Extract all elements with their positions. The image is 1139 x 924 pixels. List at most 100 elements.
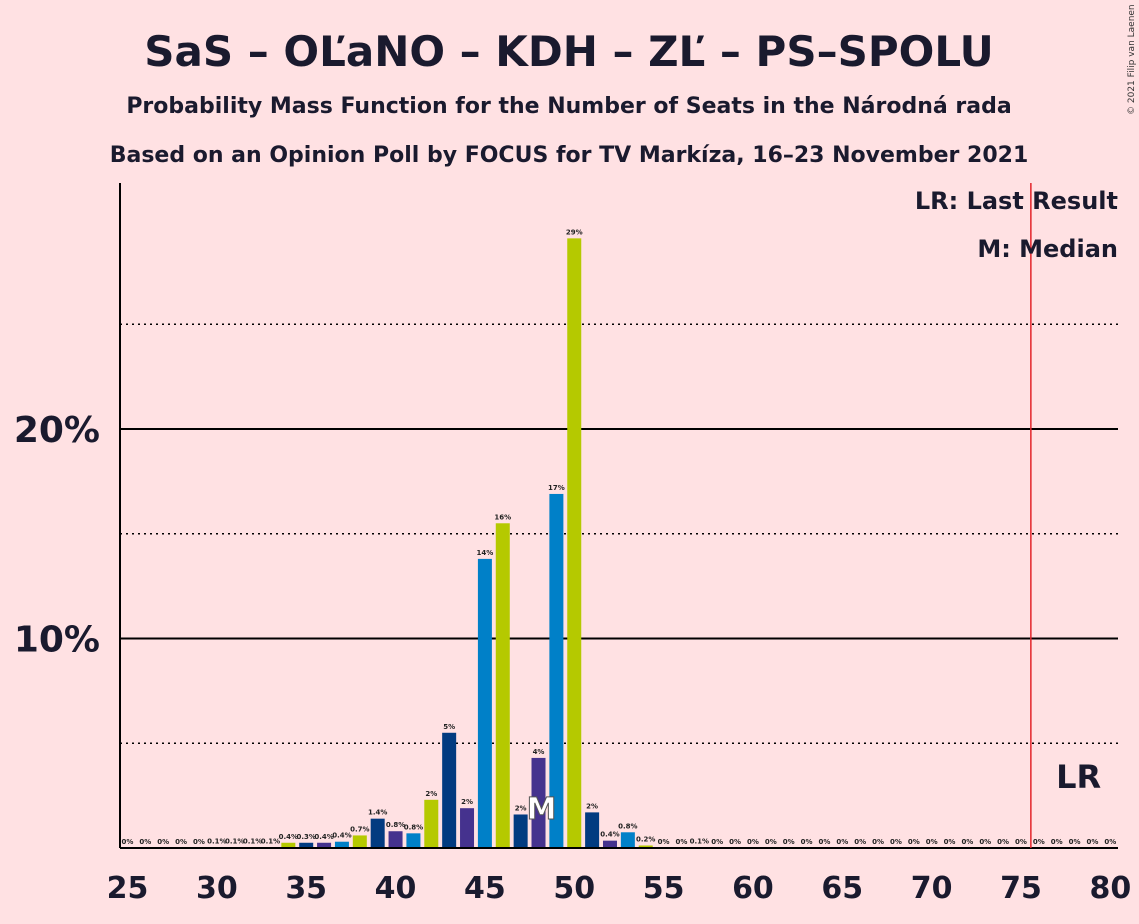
bar-35 xyxy=(299,842,314,848)
bar-label-78: 0% xyxy=(1069,838,1081,846)
x-tick-label-70: 70 xyxy=(911,871,953,906)
bar-label-40: 0.8% xyxy=(386,821,405,829)
bar-label-44: 2% xyxy=(461,798,473,806)
bar-label-47: 2% xyxy=(515,804,527,812)
bar-label-34: 0.4% xyxy=(279,833,298,841)
bar-label-59: 0% xyxy=(729,838,741,846)
bar-label-37: 0.4% xyxy=(332,832,351,840)
legend-median: M: Median xyxy=(977,235,1118,263)
last-result-marker: LR xyxy=(1056,758,1101,796)
x-tick-label-45: 45 xyxy=(464,871,506,906)
bar-label-27: 0% xyxy=(157,838,169,846)
bar-label-62: 0% xyxy=(783,838,795,846)
bar-37 xyxy=(334,841,349,848)
bar-54 xyxy=(638,845,653,848)
bar-49 xyxy=(549,493,564,848)
grid-lines: 10% 20% xyxy=(14,323,1118,744)
bar-label-41: 0.8% xyxy=(404,823,423,831)
x-tick-label-65: 65 xyxy=(821,871,863,906)
bar-48 xyxy=(531,757,546,848)
bar-label-25: 0% xyxy=(122,838,134,846)
bar-40 xyxy=(388,831,403,848)
bar-39 xyxy=(370,818,385,848)
bar-label-55: 0% xyxy=(658,838,670,846)
bar-label-66: 0% xyxy=(854,838,866,846)
bar-label-70: 0% xyxy=(926,838,938,846)
x-tick-label-60: 60 xyxy=(732,871,774,906)
x-tick-label-35: 35 xyxy=(285,871,327,906)
bar-label-64: 0% xyxy=(818,838,830,846)
median-marker: M xyxy=(527,792,557,827)
bar-value-labels: 0% 0% 0% 0% 0% 0.1%0.1%0.1%0.1%0.4%0.3%0.4%0.… xyxy=(122,228,1117,846)
bar-41 xyxy=(406,833,421,848)
axes: 25 30 35 40 45 50 55 60 65 70 75 80 xyxy=(107,183,1131,906)
bar-51 xyxy=(585,812,600,848)
bar-label-38: 0.7% xyxy=(350,825,369,833)
bar-label-60: 0% xyxy=(747,838,759,846)
bar-label-77: 0% xyxy=(1051,838,1063,846)
chart-title: SaS – OĽaNO – KDH – ZĽ – PS–SPOLU xyxy=(144,27,993,76)
bar-52 xyxy=(602,840,617,848)
chart-subtitle-2: Based on an Opinion Poll by FOCUS for TV… xyxy=(110,143,1029,168)
bar-46 xyxy=(495,523,510,848)
bar-label-33: 0.1% xyxy=(261,837,280,845)
bar-label-54: 0.2% xyxy=(636,835,655,843)
x-tick-label-30: 30 xyxy=(196,871,238,906)
bar-label-42: 2% xyxy=(425,790,437,798)
bar-label-45: 14% xyxy=(477,549,494,557)
bar-label-65: 0% xyxy=(836,838,848,846)
bar-label-57: 0.1% xyxy=(690,837,709,845)
bar-47 xyxy=(513,814,528,848)
bar-label-31: 0.1% xyxy=(225,837,244,845)
bar-label-49: 17% xyxy=(548,484,565,492)
x-tick-label-80: 80 xyxy=(1089,871,1131,906)
bar-label-32: 0.1% xyxy=(243,837,262,845)
bar-34 xyxy=(281,842,296,848)
bar-label-71: 0% xyxy=(944,838,956,846)
bar-label-26: 0% xyxy=(139,838,151,846)
copyright-notice: © 2021 Filip van Laenen xyxy=(1127,4,1137,115)
y-tick-label: 10% xyxy=(14,620,100,661)
bar-label-73: 0% xyxy=(979,838,991,846)
bar-label-39: 1.4% xyxy=(368,809,387,817)
bar-label-36: 0.4% xyxy=(314,833,333,841)
bar-36 xyxy=(317,842,332,848)
bar-label-61: 0% xyxy=(765,838,777,846)
bar-series xyxy=(209,238,707,849)
x-tick-label-40: 40 xyxy=(375,871,417,906)
x-tick-label-25: 25 xyxy=(107,871,149,906)
bar-42 xyxy=(424,799,439,848)
bar-label-80: 0% xyxy=(1104,838,1116,846)
bar-label-67: 0% xyxy=(872,838,884,846)
bar-label-72: 0% xyxy=(961,838,973,846)
bar-label-30: 0.1% xyxy=(207,837,226,845)
bar-label-79: 0% xyxy=(1087,838,1099,846)
x-tick-label-75: 75 xyxy=(1000,871,1042,906)
legend-last-result: LR: Last Result xyxy=(915,187,1118,215)
bar-38 xyxy=(352,835,367,848)
bar-label-74: 0% xyxy=(997,838,1009,846)
bar-label-76: 0% xyxy=(1033,838,1045,846)
bar-label-53: 0.8% xyxy=(618,822,637,830)
bar-53 xyxy=(620,832,635,848)
y-tick-label: 20% xyxy=(14,410,100,451)
x-tick-label-50: 50 xyxy=(553,871,595,906)
bar-label-58: 0% xyxy=(711,838,723,846)
bar-label-46: 16% xyxy=(494,513,511,521)
bar-label-69: 0% xyxy=(908,838,920,846)
bar-43 xyxy=(442,732,457,848)
bar-label-52: 0.4% xyxy=(600,831,619,839)
chart-subtitle-1: Probability Mass Function for the Number… xyxy=(126,94,1011,119)
bar-50 xyxy=(567,238,582,849)
bar-label-75: 0% xyxy=(1015,838,1027,846)
markers: LR M xyxy=(526,183,1101,848)
bar-44 xyxy=(460,808,475,848)
bar-label-43: 5% xyxy=(443,723,455,731)
bar-label-56: 0% xyxy=(676,838,688,846)
bar-label-28: 0% xyxy=(175,838,187,846)
bar-label-50: 29% xyxy=(566,228,583,236)
bar-label-48: 4% xyxy=(533,748,545,756)
bar-label-29: 0% xyxy=(193,838,205,846)
bar-label-68: 0% xyxy=(890,838,902,846)
